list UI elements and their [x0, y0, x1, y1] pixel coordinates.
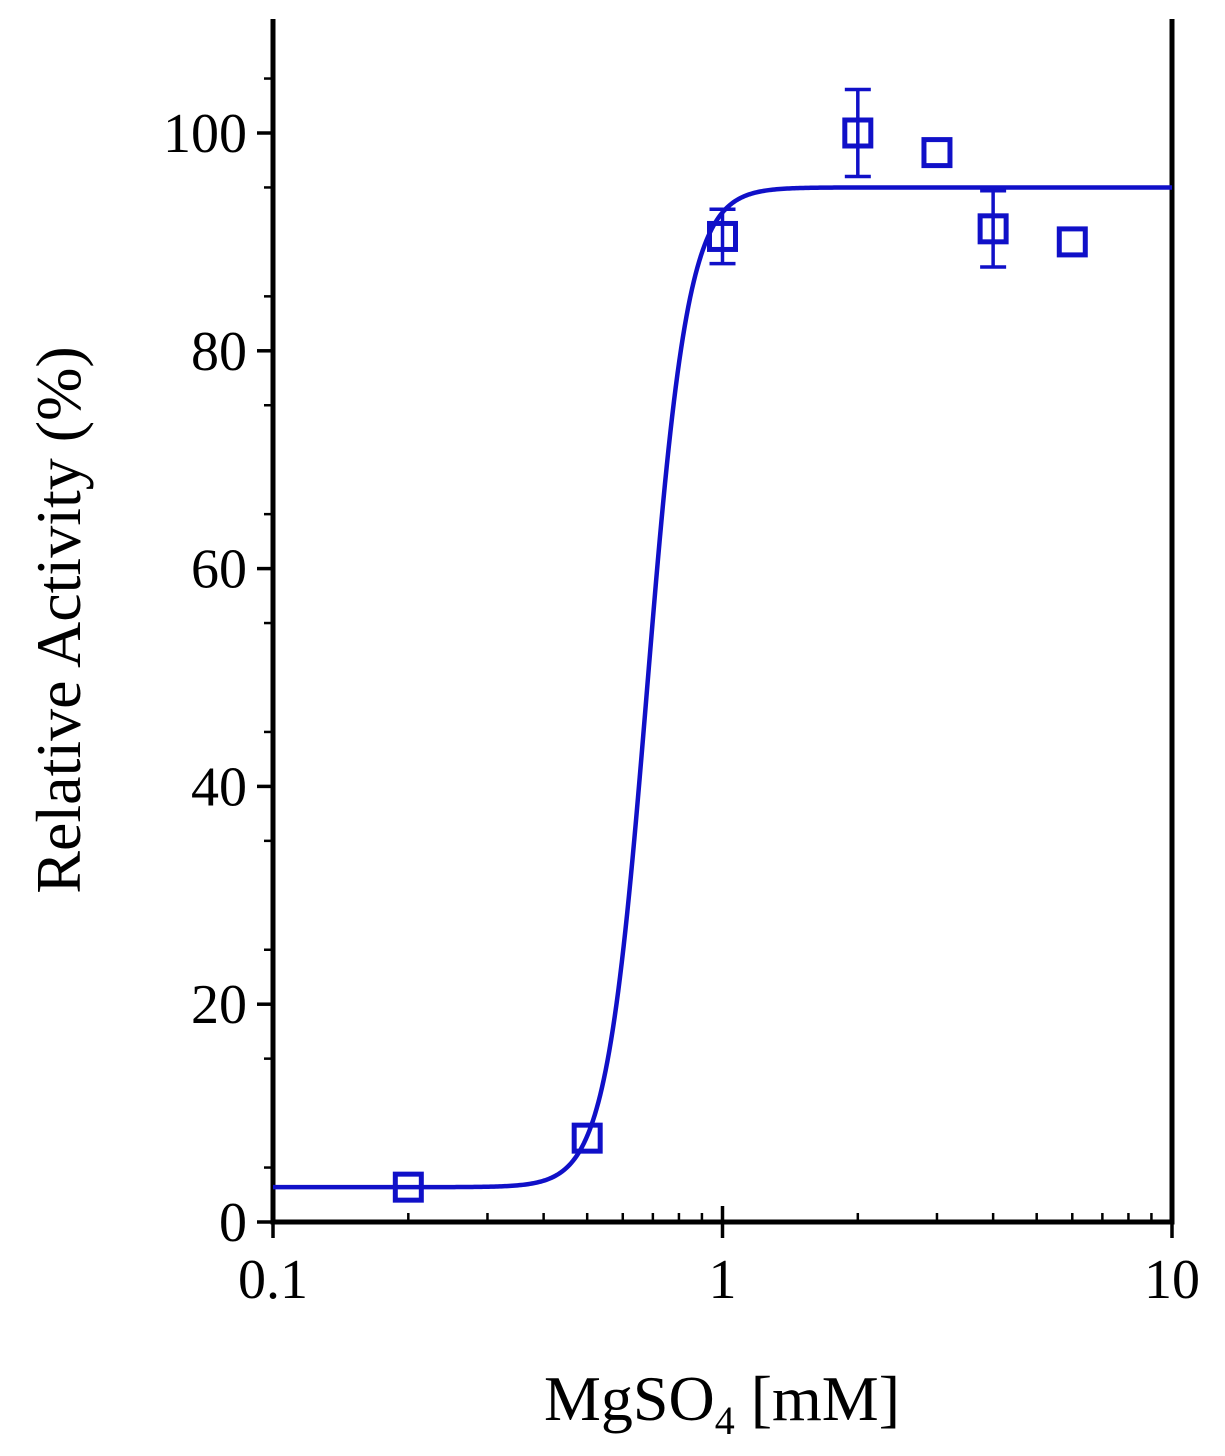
- x-axis-title: MgSO4 [mM]: [544, 1363, 900, 1443]
- y-tick-label: 100: [163, 103, 247, 165]
- y-tick-label: 60: [191, 539, 247, 601]
- x-axis-title-subscript: 4: [715, 1398, 735, 1443]
- y-tick-label: 80: [191, 321, 247, 383]
- axes: [270, 19, 1175, 1225]
- data-point: [571, 1122, 603, 1154]
- x-ticks: 0.1 1 10: [238, 1206, 1200, 1311]
- data-point: [921, 137, 953, 169]
- axis-frame-left-bottom-right: [270, 19, 1175, 1225]
- x-tick-label: 10: [1144, 1249, 1200, 1311]
- fit-curve-group: [273, 185, 1172, 1190]
- data-point: [977, 213, 1009, 245]
- data-points: [392, 87, 1088, 1203]
- x-tick-label: 0.1: [238, 1249, 308, 1311]
- data-point: [392, 1171, 424, 1203]
- x-tick-label: 1: [709, 1249, 737, 1311]
- x-axis-title-main: MgSO: [544, 1363, 715, 1434]
- y-ticks: 0 20 40 60 80 100: [163, 77, 273, 1254]
- fit-curve: [273, 185, 1172, 1190]
- y-tick-label: 20: [191, 974, 247, 1036]
- data-point: [1056, 226, 1088, 258]
- y-axis-title: Relative Activity (%): [23, 346, 94, 893]
- data-point: [707, 220, 738, 252]
- x-axis-title-unit: [mM]: [735, 1363, 900, 1434]
- y-tick-label: 0: [219, 1192, 247, 1254]
- data-point: [842, 117, 874, 149]
- y-tick-label: 40: [191, 756, 247, 818]
